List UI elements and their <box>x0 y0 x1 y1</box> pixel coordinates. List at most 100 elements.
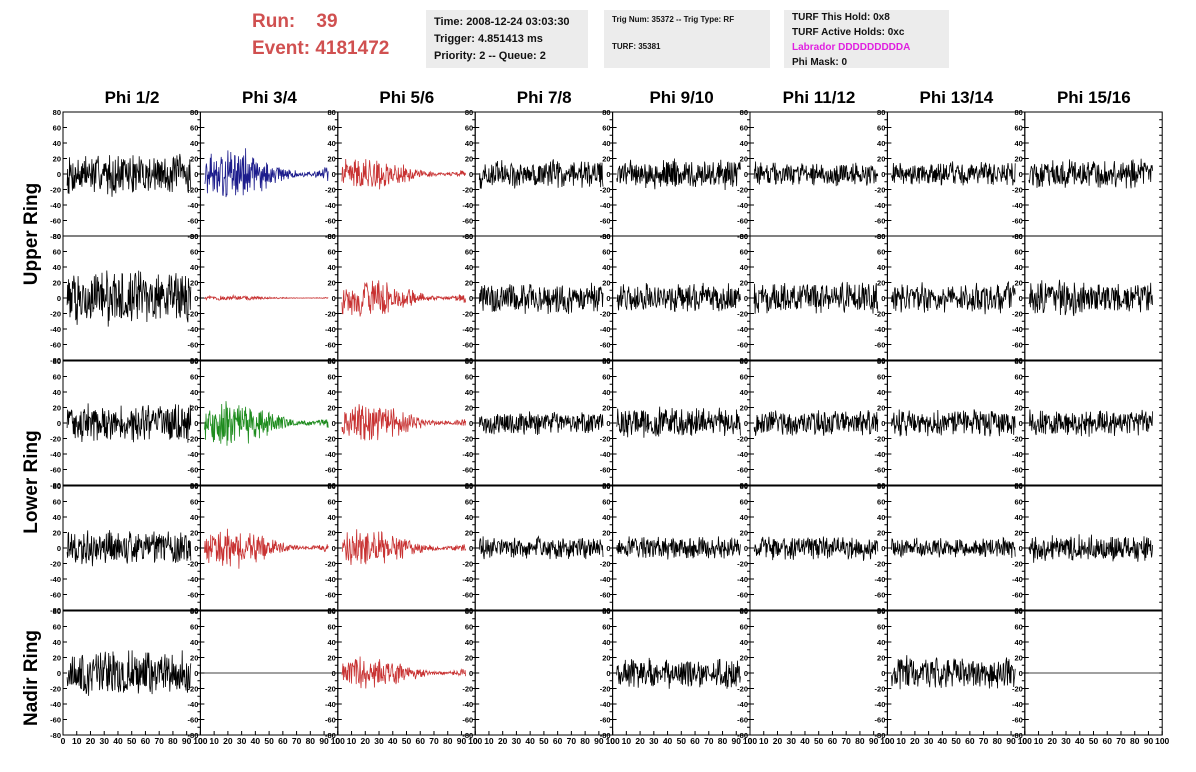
y-tick-label: 20 <box>190 155 198 164</box>
y-tick-label: 40 <box>190 638 198 647</box>
y-tick-label: 20 <box>53 654 61 663</box>
y-tick-label: 80 <box>190 607 198 616</box>
y-tick-label: 60 <box>602 248 610 257</box>
y-tick-label: -40 <box>325 201 336 210</box>
y-tick-label: -20 <box>50 560 61 569</box>
y-tick-label: -40 <box>325 575 336 584</box>
x-tick-label: 70 <box>979 736 989 746</box>
y-tick-label: -60 <box>188 716 199 725</box>
y-tick-label: 0 <box>881 294 885 303</box>
y-tick-label: 80 <box>53 108 61 117</box>
y-tick-label: 40 <box>190 388 198 397</box>
x-tick-label: 20 <box>1048 736 1058 746</box>
y-tick-label: 60 <box>877 623 885 632</box>
y-tick-label: -60 <box>1012 217 1023 226</box>
y-tick-label: 0 <box>744 544 748 553</box>
y-tick-label: -20 <box>188 310 199 319</box>
x-tick-label: 50 <box>951 736 961 746</box>
column-header-6: Phi 11/12 <box>782 88 856 107</box>
y-tick-label: 80 <box>465 607 473 616</box>
y-tick-label: 0 <box>1019 669 1023 678</box>
x-tick-label: 10 <box>484 736 494 746</box>
y-tick-label: 60 <box>740 623 748 632</box>
x-tick-label: 90 <box>319 736 329 746</box>
y-tick-label: 40 <box>877 513 885 522</box>
y-tick-label: 40 <box>602 513 610 522</box>
y-tick-label: 20 <box>53 279 61 288</box>
y-tick-label: 60 <box>190 124 198 133</box>
y-tick-label: 60 <box>190 248 198 257</box>
x-tick-label: 30 <box>99 736 109 746</box>
column-header-2: Phi 3/4 <box>241 88 297 107</box>
y-tick-label: 40 <box>740 638 748 647</box>
y-tick-label: 80 <box>740 357 748 366</box>
x-tick-label: 100 <box>606 736 620 746</box>
y-tick-label: -40 <box>600 201 611 210</box>
x-tick-label: 0 <box>335 736 340 746</box>
x-tick-label: 90 <box>869 736 879 746</box>
y-tick-label: -60 <box>737 341 748 350</box>
y-tick-label: 80 <box>740 482 748 491</box>
y-tick-label: 40 <box>602 139 610 148</box>
y-tick-label: 20 <box>602 529 610 538</box>
x-tick-label: 50 <box>1089 736 1099 746</box>
waveform-trace <box>341 529 466 566</box>
y-tick-label: -20 <box>325 560 336 569</box>
y-tick-label: 20 <box>877 279 885 288</box>
x-tick-label: 50 <box>539 736 549 746</box>
y-tick-label: -80 <box>600 731 611 740</box>
y-tick-label: 0 <box>332 419 336 428</box>
y-tick-label: -60 <box>188 341 199 350</box>
y-tick-label: 80 <box>740 232 748 241</box>
y-tick-label: 60 <box>53 623 61 632</box>
y-tick-label: -40 <box>875 700 886 709</box>
x-tick-label: 10 <box>1034 736 1044 746</box>
y-tick-label: 0 <box>744 669 748 678</box>
y-tick-label: -40 <box>188 700 199 709</box>
y-tick-label: -40 <box>1012 575 1023 584</box>
waveform-trace <box>204 528 329 569</box>
y-tick-label: -40 <box>462 575 473 584</box>
y-tick-label: -40 <box>737 575 748 584</box>
y-tick-label: 80 <box>190 232 198 241</box>
y-tick-label: 80 <box>1014 482 1022 491</box>
x-tick-label: 90 <box>182 736 192 746</box>
y-tick-label: -20 <box>600 310 611 319</box>
y-tick-label: 20 <box>877 529 885 538</box>
y-tick-label: 60 <box>740 373 748 382</box>
waveform-trace <box>204 293 329 301</box>
y-tick-label: 60 <box>465 623 473 632</box>
y-tick-label: 40 <box>327 263 335 272</box>
y-tick-label: 80 <box>602 607 610 616</box>
y-tick-label: 40 <box>602 388 610 397</box>
waveform-trace <box>891 280 1016 315</box>
y-tick-label: 0 <box>332 544 336 553</box>
x-tick-label: 80 <box>1130 736 1140 746</box>
y-tick-label: -60 <box>50 466 61 475</box>
x-tick-label: 30 <box>649 736 659 746</box>
y-tick-label: -60 <box>462 217 473 226</box>
y-tick-label: 60 <box>327 124 335 133</box>
y-tick-label: -20 <box>325 435 336 444</box>
time-info-box: Time: 2008-12-24 03:03:30 Trigger: 4.851… <box>426 10 588 68</box>
turf-text: TURF: 35381 <box>612 42 661 51</box>
x-tick-label: 10 <box>209 736 219 746</box>
y-tick-label: 0 <box>57 294 61 303</box>
x-tick-label: 100 <box>193 736 207 746</box>
y-tick-label: -40 <box>50 325 61 334</box>
y-tick-label: -40 <box>600 575 611 584</box>
x-tick-label: 60 <box>141 736 151 746</box>
y-tick-label: -60 <box>50 341 61 350</box>
y-tick-label: -60 <box>462 716 473 725</box>
x-tick-label: 80 <box>580 736 590 746</box>
x-tick-label: 10 <box>622 736 632 746</box>
y-tick-label: -20 <box>325 186 336 195</box>
